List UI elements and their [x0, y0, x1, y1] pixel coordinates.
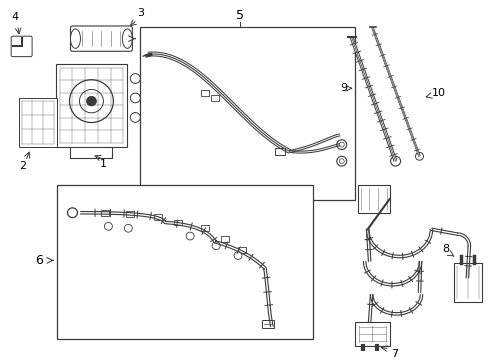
Circle shape	[67, 208, 77, 217]
Bar	[238, 247, 245, 253]
Circle shape	[130, 93, 140, 103]
Text: 6: 6	[35, 254, 42, 267]
Ellipse shape	[70, 29, 81, 48]
Bar	[174, 220, 182, 225]
Text: 5: 5	[236, 9, 244, 22]
Bar	[101, 210, 109, 216]
FancyBboxPatch shape	[11, 36, 32, 57]
Circle shape	[339, 159, 344, 163]
Bar	[140, 27, 354, 200]
Bar	[126, 211, 134, 217]
Bar	[262, 320, 273, 328]
Circle shape	[415, 152, 423, 160]
Bar	[453, 263, 481, 302]
Text: 2: 2	[19, 161, 26, 171]
Text: 1: 1	[100, 159, 107, 169]
Circle shape	[130, 74, 140, 84]
Bar	[357, 185, 389, 213]
Bar	[201, 90, 209, 96]
Bar	[211, 95, 219, 101]
Bar	[154, 214, 162, 220]
Circle shape	[104, 222, 112, 230]
Bar	[274, 148, 285, 156]
Text: 7: 7	[390, 349, 397, 359]
Bar	[57, 185, 312, 339]
Circle shape	[80, 89, 103, 113]
Text: 10: 10	[430, 88, 445, 98]
Bar	[221, 236, 228, 242]
Circle shape	[186, 232, 194, 240]
Circle shape	[86, 96, 96, 106]
Circle shape	[336, 140, 346, 149]
FancyBboxPatch shape	[70, 26, 132, 51]
Text: 4: 4	[11, 12, 18, 22]
Bar	[19, 98, 57, 147]
Circle shape	[390, 156, 400, 166]
Text: 8: 8	[441, 244, 448, 253]
Bar	[56, 64, 127, 147]
Text: 9: 9	[340, 83, 347, 93]
Circle shape	[69, 80, 113, 122]
Text: 3: 3	[137, 8, 143, 18]
Circle shape	[130, 113, 140, 122]
Ellipse shape	[122, 29, 132, 48]
Bar	[201, 225, 209, 231]
Bar	[354, 322, 389, 346]
Circle shape	[336, 156, 346, 166]
Circle shape	[339, 142, 344, 147]
Circle shape	[212, 242, 220, 250]
Circle shape	[234, 252, 242, 260]
Circle shape	[124, 224, 132, 232]
